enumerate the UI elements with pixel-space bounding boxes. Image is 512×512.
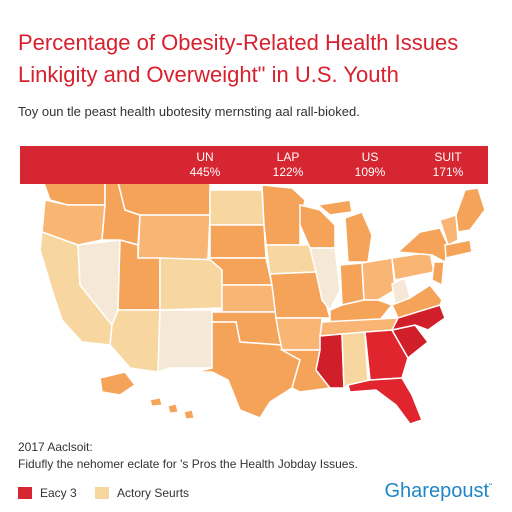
state-vermont-nh bbox=[439, 214, 459, 247]
state-pennsylvania bbox=[391, 251, 435, 281]
us-map bbox=[39, 161, 486, 425]
state-texas bbox=[194, 321, 301, 419]
title-line-1: Percentage of Obesity-Related Health Iss… bbox=[18, 30, 459, 55]
state-georgia bbox=[364, 329, 409, 381]
stat-banner: UN 445% LAP 122% US 109% SUIT 171% bbox=[20, 146, 488, 184]
brand-name: Gharepoust bbox=[384, 480, 489, 502]
state-florida bbox=[347, 377, 423, 425]
state-iowa bbox=[265, 244, 317, 275]
state-north-carolina bbox=[390, 304, 446, 332]
stat-lap: LAP 122% bbox=[258, 150, 318, 180]
state-new-mexico bbox=[157, 309, 213, 374]
state-arkansas bbox=[275, 317, 323, 351]
state-massachusetts-ct bbox=[444, 239, 473, 259]
brand-logo: Gharepoust“ bbox=[384, 480, 492, 503]
state-kansas bbox=[221, 284, 277, 313]
stat-suit: SUIT 171% bbox=[418, 150, 478, 180]
stat-label: SUIT bbox=[434, 150, 462, 164]
footer-year: 2017 Aaclsoit: bbox=[18, 440, 93, 454]
state-minnesota bbox=[261, 184, 306, 246]
stat-value: 445% bbox=[189, 165, 221, 179]
stat-value: 122% bbox=[272, 165, 304, 179]
stat-label: US bbox=[361, 150, 379, 164]
legend-item-pale: Actory Seurts bbox=[95, 486, 189, 500]
stat-label: LAP bbox=[276, 150, 300, 164]
state-hawaii bbox=[149, 397, 195, 420]
state-virginia bbox=[390, 284, 443, 319]
legend-label: Actory Seurts bbox=[117, 486, 190, 500]
legend-item-red: Eacy 3 bbox=[18, 486, 77, 500]
state-michigan bbox=[316, 199, 373, 263]
legend-swatch-red bbox=[18, 487, 32, 499]
brand-mark: “ bbox=[489, 481, 492, 492]
stat-value: 171% bbox=[432, 165, 464, 179]
state-indiana bbox=[339, 262, 365, 306]
stat-value: 109% bbox=[354, 165, 386, 179]
legend-label: Eacy 3 bbox=[40, 486, 77, 500]
state-south-dakota bbox=[209, 224, 267, 259]
footer-note: Fidufly the nehomer eclate for 's Pros t… bbox=[18, 457, 358, 471]
stat-un: UN 445% bbox=[175, 150, 235, 180]
subtitle: Toy oun tle peast health ubotesity merns… bbox=[18, 104, 360, 119]
state-alabama bbox=[341, 331, 369, 390]
state-maine bbox=[455, 187, 486, 233]
stat-label: UN bbox=[196, 150, 214, 164]
legend-swatch-pale bbox=[95, 487, 109, 499]
state-wyoming bbox=[137, 214, 211, 261]
state-alaska bbox=[99, 371, 137, 396]
state-ohio bbox=[361, 257, 396, 301]
state-new-jersey bbox=[431, 261, 445, 287]
stat-us: US 109% bbox=[340, 150, 400, 180]
state-arizona bbox=[109, 309, 161, 373]
title-line-2: Linkigity and Overweight" in U.S. Youth bbox=[18, 62, 399, 87]
state-north-dakota bbox=[209, 189, 265, 226]
state-colorado bbox=[159, 257, 223, 311]
